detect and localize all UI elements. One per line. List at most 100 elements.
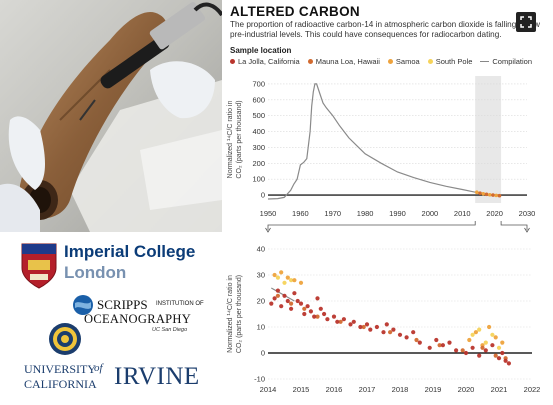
data-point-mauna-loa-hawaii [493, 353, 498, 358]
data-point-la-jolla-california [368, 327, 373, 332]
uci-irvine: IRVINE [114, 363, 200, 390]
scripps-name-line1b: INSTITUTION OF [156, 301, 204, 307]
data-point-south-pole [289, 278, 294, 283]
y-tick-label: 20 [257, 297, 265, 306]
data-point-la-jolla-california [384, 322, 389, 327]
data-point-la-jolla-california [427, 345, 432, 350]
y-tick-label: 300 [252, 143, 265, 152]
data-point-la-jolla-california [381, 330, 386, 335]
data-point [478, 191, 482, 195]
arrow-icon [265, 227, 271, 233]
data-point-samoa [279, 270, 284, 275]
legend-label: South Pole [435, 57, 473, 66]
data-point-la-jolla-california [411, 330, 416, 335]
chart-bottom-recent: -10 0 10 20 30 40 2014 2015 2016 2017 2018 2019 2020… [227, 245, 541, 395]
y-tick-label: 100 [252, 175, 265, 184]
x-tick-label: 1980 [357, 209, 374, 218]
data-point-south-pole [490, 332, 495, 337]
data-point-mauna-loa-hawaii [289, 301, 294, 306]
x-tick-label: 2030 [519, 209, 536, 218]
legend-item-la-jolla-california: La Jolla, California [230, 57, 300, 66]
data-point-mauna-loa-hawaii [437, 343, 442, 348]
data-point-samoa [500, 340, 505, 345]
data-point-la-jolla-california [335, 319, 340, 324]
data-point-la-jolla-california [503, 358, 508, 363]
x-tick-label: 1960 [292, 209, 309, 218]
x-tick-label: 2020 [486, 209, 503, 218]
legend-swatch [480, 60, 490, 63]
legend-item-compilation: Compilation [480, 57, 532, 66]
data-point-la-jolla-california [364, 322, 370, 327]
data-point-la-jolla-california [282, 293, 287, 298]
scripps-name-line1: SCRIPPS [97, 297, 148, 312]
data-point-la-jolla-california [404, 335, 409, 340]
data-point-mauna-loa-hawaii [361, 324, 366, 330]
uci-name-line1: UNIVERSITY [24, 362, 96, 376]
data-point-south-pole [496, 345, 502, 350]
data-point-la-jolla-california [295, 298, 300, 304]
expand-icon [520, 16, 532, 28]
legend-label: Mauna Loa, Hawaii [315, 57, 380, 66]
data-point-mauna-loa-hawaii [414, 337, 419, 343]
data-point [484, 192, 489, 197]
y-tick-label: -10 [254, 375, 265, 384]
data-point-la-jolla-california [272, 296, 277, 301]
data-point-la-jolla-california [325, 317, 330, 322]
data-point-la-jolla-california [331, 314, 337, 319]
data-point [475, 190, 479, 195]
y-tick-label: 700 [252, 79, 265, 88]
data-point-samoa [473, 330, 478, 335]
data-point-la-jolla-california [463, 350, 469, 356]
data-point-la-jolla-california [292, 291, 297, 296]
uci-name-line2: CALIFORNIA [24, 377, 97, 391]
zoom-connector-right [500, 221, 528, 230]
legend-item-samoa: Samoa [387, 57, 420, 66]
data-point-la-jolla-california [440, 343, 445, 348]
figure-title: ALTERED CARBON [230, 4, 360, 19]
data-point [481, 191, 486, 196]
data-point-mauna-loa-hawaii [388, 330, 393, 335]
series-line-compilation [267, 83, 502, 200]
data-point-la-jolla-california [308, 309, 313, 314]
x-tick-label: 2022 [524, 385, 541, 394]
data-point-samoa [298, 280, 304, 285]
trend-line [271, 287, 295, 302]
data-point [497, 193, 502, 198]
data-point-south-pole [477, 327, 482, 332]
data-point-la-jolla-california [279, 304, 284, 309]
x-tick-label: 1950 [260, 209, 277, 218]
chart-panel: ALTERED CARBON The proportion of radioac… [222, 0, 553, 405]
data-point-south-pole [275, 275, 280, 280]
data-point-la-jolla-california [391, 327, 396, 332]
data-point-mauna-loa-hawaii [460, 348, 465, 353]
x-tick-label: 2015 [293, 385, 310, 394]
data-point-samoa [272, 272, 277, 278]
data-point-la-jolla-california [374, 324, 379, 330]
y-tick-label: 0 [261, 349, 265, 358]
bone-photo [0, 0, 222, 232]
legend-swatch [427, 59, 433, 64]
data-point-la-jolla-california [322, 311, 327, 317]
legend-title: Sample location [230, 46, 292, 55]
expand-button[interactable] [516, 12, 536, 32]
legend-item-south-pole: South Pole [427, 57, 473, 66]
data-point-south-pole [282, 280, 287, 285]
legend-label: Samoa [395, 57, 420, 66]
data-point-la-jolla-california [506, 361, 511, 366]
x-tick-label: 1970 [324, 209, 341, 218]
data-point-la-jolla-california [397, 332, 403, 337]
legend-swatch [387, 59, 393, 64]
data-point-la-jolla-california [305, 304, 310, 309]
data-point-la-jolla-california [496, 356, 502, 361]
x-tick-label: 2014 [260, 385, 277, 394]
data-point [487, 192, 492, 197]
data-point-la-jolla-california [490, 343, 495, 348]
legend-swatch [230, 59, 235, 64]
x-tick-label: 1990 [389, 209, 406, 218]
data-point-mauna-loa-hawaii [480, 345, 485, 350]
data-point-la-jolla-california [454, 348, 459, 353]
data-point-la-jolla-california [312, 314, 317, 319]
chart-top-full-record: 0 100 200 300 400 500 600 700 1950 1960 1970 1980 19… [227, 76, 536, 233]
scripps-name-line3: UC San Diego [152, 327, 188, 333]
y-axis-label: Normalized ¹⁴C/C ratio in CO₂ (parts per … [227, 100, 243, 178]
